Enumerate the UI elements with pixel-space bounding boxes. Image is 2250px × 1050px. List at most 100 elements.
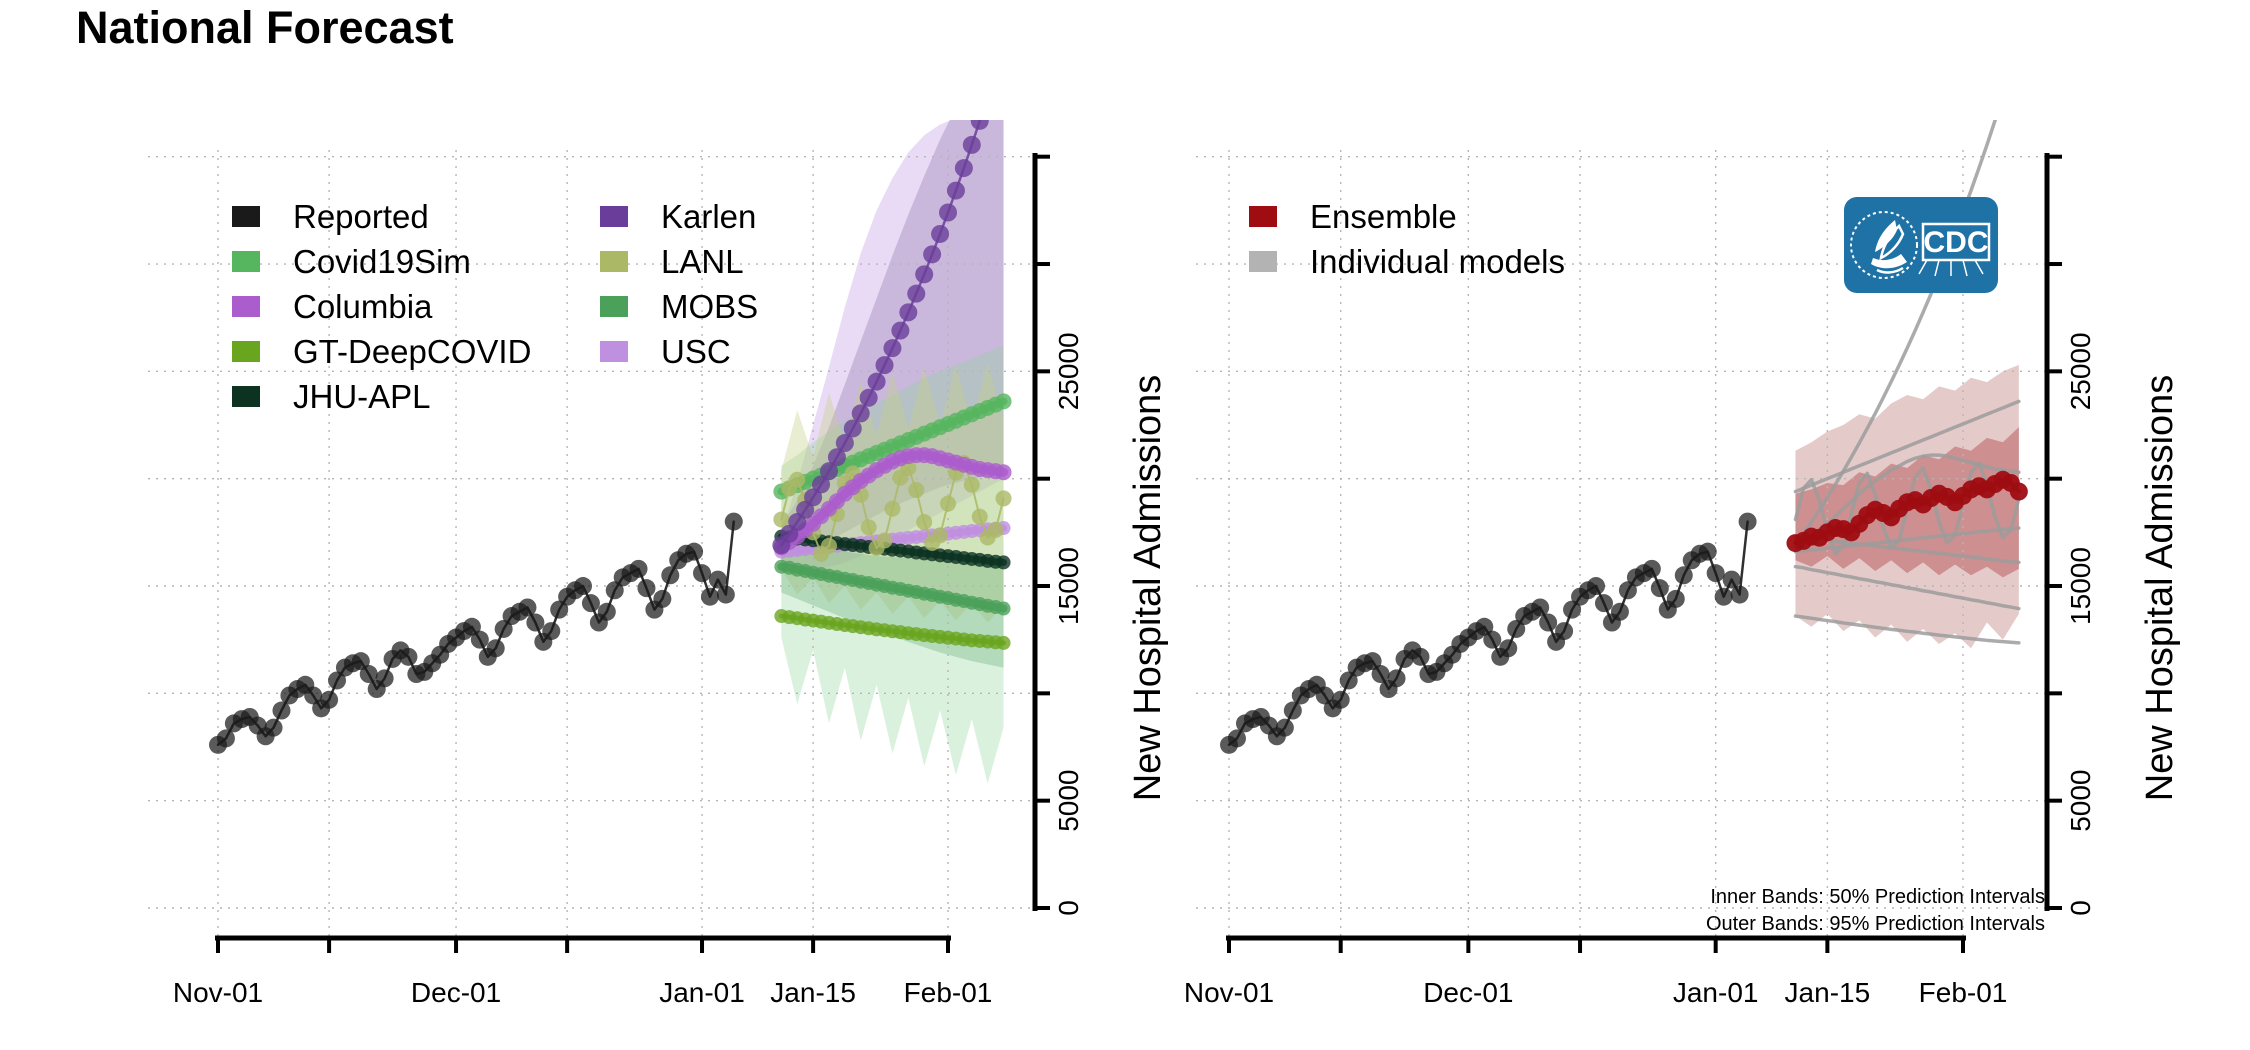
cdc-logo: CDC xyxy=(1843,196,1999,299)
x-tick-label: Jan-15 xyxy=(770,977,856,1008)
panel-right: Nov-01 Dec-01 Jan-01 Jan-15 Feb-01 0 5000 15000… xyxy=(1184,120,2181,1008)
legend-item-covid19sim: Covid19Sim xyxy=(232,245,531,278)
legend-label-columbia: Columbia xyxy=(293,288,433,325)
reported-point xyxy=(629,559,648,578)
model-karlen-point xyxy=(915,265,934,284)
x-tick-label: Dec-01 xyxy=(411,977,501,1008)
reported-point xyxy=(375,669,394,688)
y-tick-label: 15000 xyxy=(2065,547,2096,625)
reported-point xyxy=(1331,690,1350,709)
individual-model-mobs-line xyxy=(1793,564,2021,611)
ensemble-point xyxy=(2009,482,2028,501)
model-lanl-point xyxy=(916,514,933,531)
individual-model-karlen-line xyxy=(1793,120,1998,547)
footnote-inner-bands: Inner Bands: 50% Prediction Intervals xyxy=(1710,886,2045,908)
model-covid19sim-point xyxy=(995,393,1012,410)
legend-swatch-reported xyxy=(232,206,260,227)
model-karlen-point xyxy=(939,203,958,222)
reported-point xyxy=(1387,669,1406,688)
reported-point xyxy=(526,613,545,632)
reported-point xyxy=(1483,630,1502,649)
reported-point xyxy=(1714,587,1733,606)
reported-point xyxy=(685,542,704,561)
reported-point xyxy=(700,587,719,606)
model-karlen-point xyxy=(979,87,997,105)
legend-label-ensemble: Ensemble xyxy=(1310,198,1457,235)
reported-point xyxy=(320,690,339,709)
model-lanl-point xyxy=(940,495,957,512)
x-tick-label: Jan-01 xyxy=(659,977,745,1008)
model-jhu-apl-point xyxy=(996,555,1011,570)
legend-item-individual-models: Individual models xyxy=(1249,245,1565,278)
legend-label-gt-deepcovid: GT-DeepCOVID xyxy=(293,333,532,370)
legend-swatch-usc xyxy=(600,341,628,362)
reported-point xyxy=(1594,594,1613,613)
reported-point xyxy=(328,671,347,690)
cdc-logo-svg: CDC xyxy=(1844,197,1998,293)
reported-point xyxy=(542,622,561,641)
y-tick-label: 15000 xyxy=(1053,547,1084,625)
legend-swatch-covid19sim xyxy=(232,251,260,272)
x-tick-label: Jan-15 xyxy=(1785,977,1871,1008)
x-tick-label: Dec-01 xyxy=(1423,977,1513,1008)
legend-label-individual-models: Individual models xyxy=(1310,243,1565,280)
legend-item-jhu-apl: JHU-APL xyxy=(232,380,531,413)
model-lanl-point xyxy=(963,476,980,493)
model-lanl-point xyxy=(884,500,901,517)
reported-point xyxy=(1650,579,1669,598)
legend-item-reported: Reported xyxy=(232,200,531,233)
reported-point xyxy=(1610,602,1629,621)
x-tick-label: Nov-01 xyxy=(1184,977,1274,1008)
individual-model-jhu-apl-line xyxy=(1793,534,2021,565)
model-karlen-point xyxy=(827,448,846,467)
model-karlen-point xyxy=(804,488,823,507)
reported-point xyxy=(1507,619,1526,638)
reported-point xyxy=(716,585,735,604)
model-lanl-point xyxy=(908,482,925,499)
reported-point xyxy=(1555,622,1574,641)
cdc-logo-text: CDC xyxy=(1924,226,1989,259)
model-karlen-point xyxy=(931,224,950,243)
model-lanl-point xyxy=(987,521,1004,538)
model-karlen-point xyxy=(987,62,1005,80)
legend-label-covid19sim: Covid19Sim xyxy=(293,243,471,280)
legend-swatch-ensemble xyxy=(1249,206,1277,227)
y-tick-label: 25000 xyxy=(2065,332,2096,410)
legend-item-karlen: Karlen xyxy=(600,200,758,233)
x-tick-label: Feb-01 xyxy=(1919,977,2008,1008)
legend-label-jhu-apl: JHU-APL xyxy=(293,378,431,415)
legend-swatch-karlen xyxy=(600,206,628,227)
reported-point xyxy=(597,602,616,621)
hhs-eagle-emblem xyxy=(1850,211,1918,279)
model-lanl-point xyxy=(932,527,949,544)
model-karlen-point xyxy=(891,321,910,340)
legend-item-columbia: Columbia xyxy=(232,290,531,323)
legend-left-column-1: Reported Covid19Sim Columbia GT-DeepCOVI… xyxy=(232,200,531,413)
reported-point xyxy=(661,566,680,585)
model-karlen-point xyxy=(875,356,894,375)
reported-point xyxy=(1722,570,1741,589)
legend-swatch-individual-models xyxy=(1249,251,1277,272)
reported-point xyxy=(462,617,481,636)
page-title: National Forecast xyxy=(76,2,454,53)
reported-point xyxy=(1674,566,1693,585)
reported-point xyxy=(1642,559,1661,578)
reported-point xyxy=(1371,665,1390,684)
model-lanl-point xyxy=(773,511,790,528)
legend-right: Ensemble Individual models xyxy=(1249,200,1565,278)
model-lanl-point xyxy=(995,490,1012,507)
x-tick-label: Jan-01 xyxy=(1673,977,1759,1008)
model-karlen-point xyxy=(883,339,902,358)
reported-point xyxy=(1475,617,1494,636)
left-series xyxy=(209,62,1012,754)
prediction-interval-footnotes: Inner Bands: 50% Prediction Intervals Ou… xyxy=(1706,884,2045,938)
reported-point xyxy=(272,701,291,720)
legend-swatch-jhu-apl xyxy=(232,386,260,407)
reported-point xyxy=(1563,600,1582,619)
reported-point xyxy=(1698,542,1717,561)
legend-item-usc: USC xyxy=(600,335,758,368)
legend-label-lanl: LANL xyxy=(661,243,744,280)
x-tick-label: Nov-01 xyxy=(173,977,263,1008)
legend-label-reported: Reported xyxy=(293,198,429,235)
